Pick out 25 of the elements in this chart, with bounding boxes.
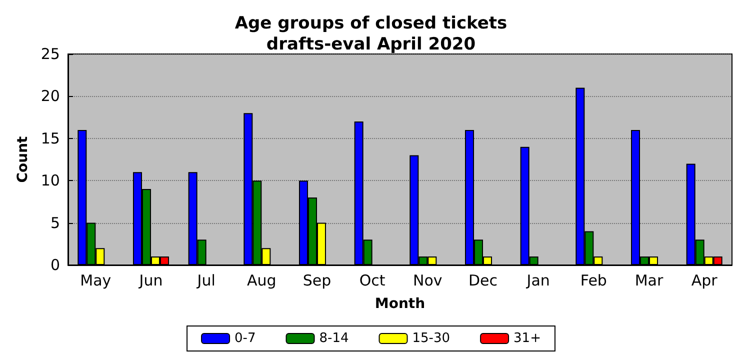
x-tick-label: Jan xyxy=(526,272,550,290)
legend-label: 31+ xyxy=(514,331,541,346)
y-tick-label: 5 xyxy=(50,214,60,232)
x-tick-label: Jun xyxy=(138,272,163,290)
legend-label: 8-14 xyxy=(319,331,349,346)
x-tick-label: Oct xyxy=(359,272,386,290)
y-tick-label: 20 xyxy=(40,87,60,106)
x-tick-label: Nov xyxy=(413,272,442,290)
x-tick-label: Aug xyxy=(247,272,276,290)
x-axis-title: Month xyxy=(374,296,426,312)
legend-label: 15-30 xyxy=(412,331,450,346)
y-tick-label: 15 xyxy=(40,129,60,148)
chart-title: Age groups of closed tickets drafts-eval April 2020 xyxy=(234,14,508,54)
x-tick-label: Dec xyxy=(468,272,498,290)
x-tick-label: May xyxy=(80,272,112,290)
x-tick-label: Sep xyxy=(302,272,332,290)
x-tick-label: Mar xyxy=(634,272,664,290)
y-tick-label: 25 xyxy=(40,45,60,63)
x-tick-label: Apr xyxy=(691,272,718,290)
y-tick-label: 0 xyxy=(50,256,60,274)
x-tick-label: Feb xyxy=(580,272,607,290)
y-axis-title: Count xyxy=(15,136,31,183)
legend-label: 0-7 xyxy=(234,331,256,346)
x-tick-label: Jul xyxy=(196,272,216,290)
y-tick-label: 10 xyxy=(40,172,60,190)
